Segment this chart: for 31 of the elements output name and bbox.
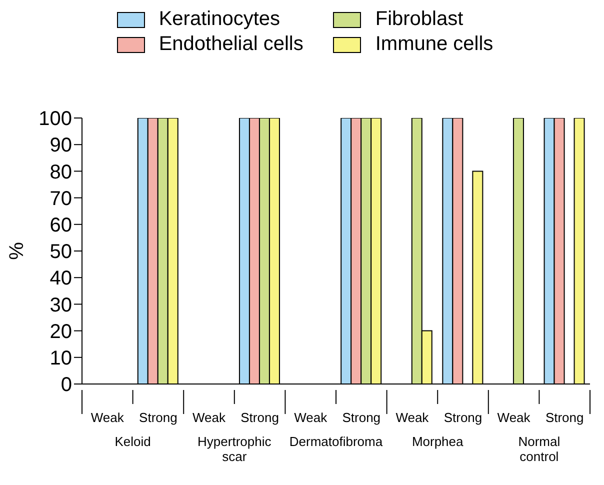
y-tick-label: 60 [50, 214, 72, 236]
y-axis-title: % [6, 242, 28, 260]
legend-label: Endothelial cells [158, 33, 304, 56]
x-tick-label: Weak [90, 410, 124, 425]
text: Dermatofibroma [289, 434, 384, 449]
y-tick-label: 0 [60, 374, 72, 396]
x-tick-label: Weak [396, 410, 430, 425]
x-tick-label: Weak [192, 410, 226, 425]
legend-label: Keratinocytes [158, 8, 280, 31]
y-tick-label: 20 [50, 320, 72, 343]
text: Keloid [114, 434, 151, 449]
text: Normal control [518, 434, 560, 464]
x-tick-label: Strong [139, 410, 178, 425]
x-tick-label: Strong [545, 410, 584, 425]
x-tick-label: Weak [497, 410, 531, 425]
x-tick-label: Strong [240, 410, 279, 425]
x-tick-label: Strong [342, 410, 381, 425]
y-tick-label: 50 [50, 241, 72, 264]
x-tick-label: Strong [444, 410, 482, 425]
x-tick-label: Weak [294, 410, 328, 425]
y-tick-label: 40 [50, 268, 72, 290]
y-tick-label: 80 [50, 161, 72, 184]
y-tick-label: 30 [50, 294, 72, 316]
y-tick-label: 10 [50, 348, 72, 370]
text: Hypertrophic scar [198, 434, 272, 464]
y-tick-label: 90 [50, 134, 72, 157]
legend-label: Fibroblast [375, 8, 464, 31]
y-tick-label: 70 [50, 188, 72, 210]
y-tick-label: 100 [38, 108, 72, 130]
text: Morphea [412, 434, 464, 449]
legend-label: Immune cells [375, 33, 494, 56]
